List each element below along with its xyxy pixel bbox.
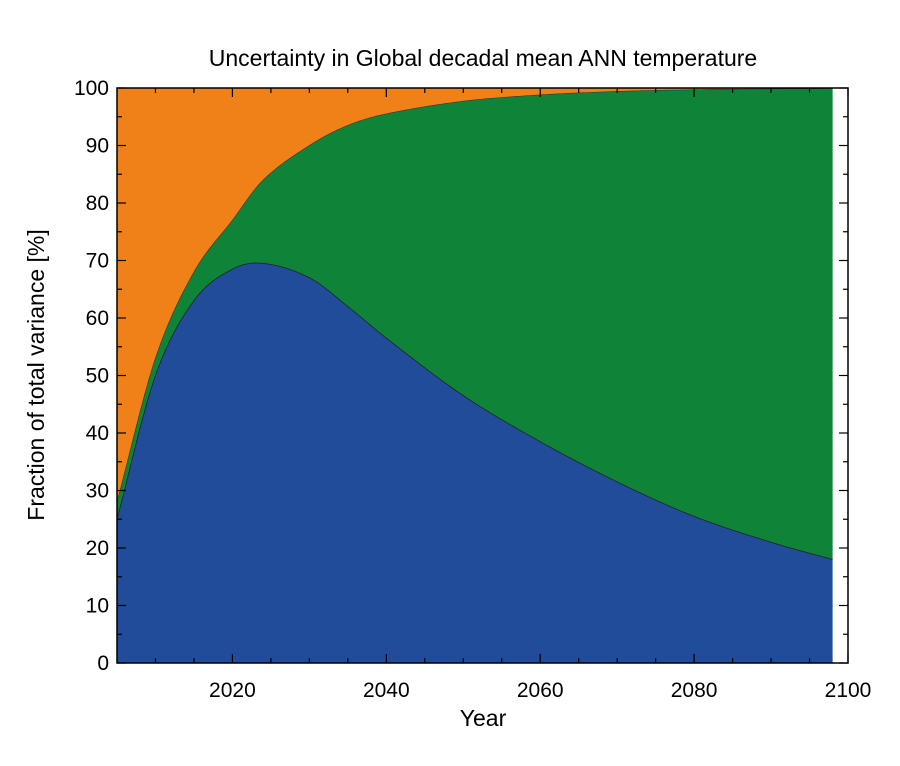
y-tick-label: 30	[86, 480, 109, 503]
axes: 0 10 20 30 40 50 60 70 80 90 100 2020 2040 2060 2080 21…	[74, 77, 871, 702]
x-tick-label: 2020	[209, 679, 256, 702]
green-boundary-line	[116, 88, 833, 503]
y-tick-label: 70	[86, 250, 109, 273]
x-axis-label: Year	[460, 705, 507, 731]
y-tick-label: 100	[74, 77, 109, 100]
x-tick-label: 2060	[517, 679, 564, 702]
orange-area	[117, 88, 833, 502]
y-tick-label: 0	[97, 652, 109, 675]
y-tick-label: 50	[86, 365, 109, 388]
x-tick-label: 2080	[671, 679, 718, 702]
blue-boundary-line	[116, 262, 833, 560]
y-tick-label: 20	[86, 537, 109, 560]
y-tick-label: 80	[86, 192, 109, 215]
blue-area	[117, 263, 833, 663]
y-tick-label: 60	[86, 307, 109, 330]
x-tick-label: 2040	[363, 679, 410, 702]
y-tick-label: 40	[86, 422, 109, 445]
chart-title: Uncertainty in Global decadal mean ANN t…	[209, 45, 757, 71]
plot-areas	[116, 88, 833, 663]
y-axis-label: Fraction of total variance [%]	[23, 229, 49, 520]
green-area	[117, 88, 833, 560]
x-tick-label: 2100	[825, 679, 872, 702]
y-tick-label: 90	[86, 135, 109, 158]
y-tick-label: 10	[86, 595, 109, 618]
